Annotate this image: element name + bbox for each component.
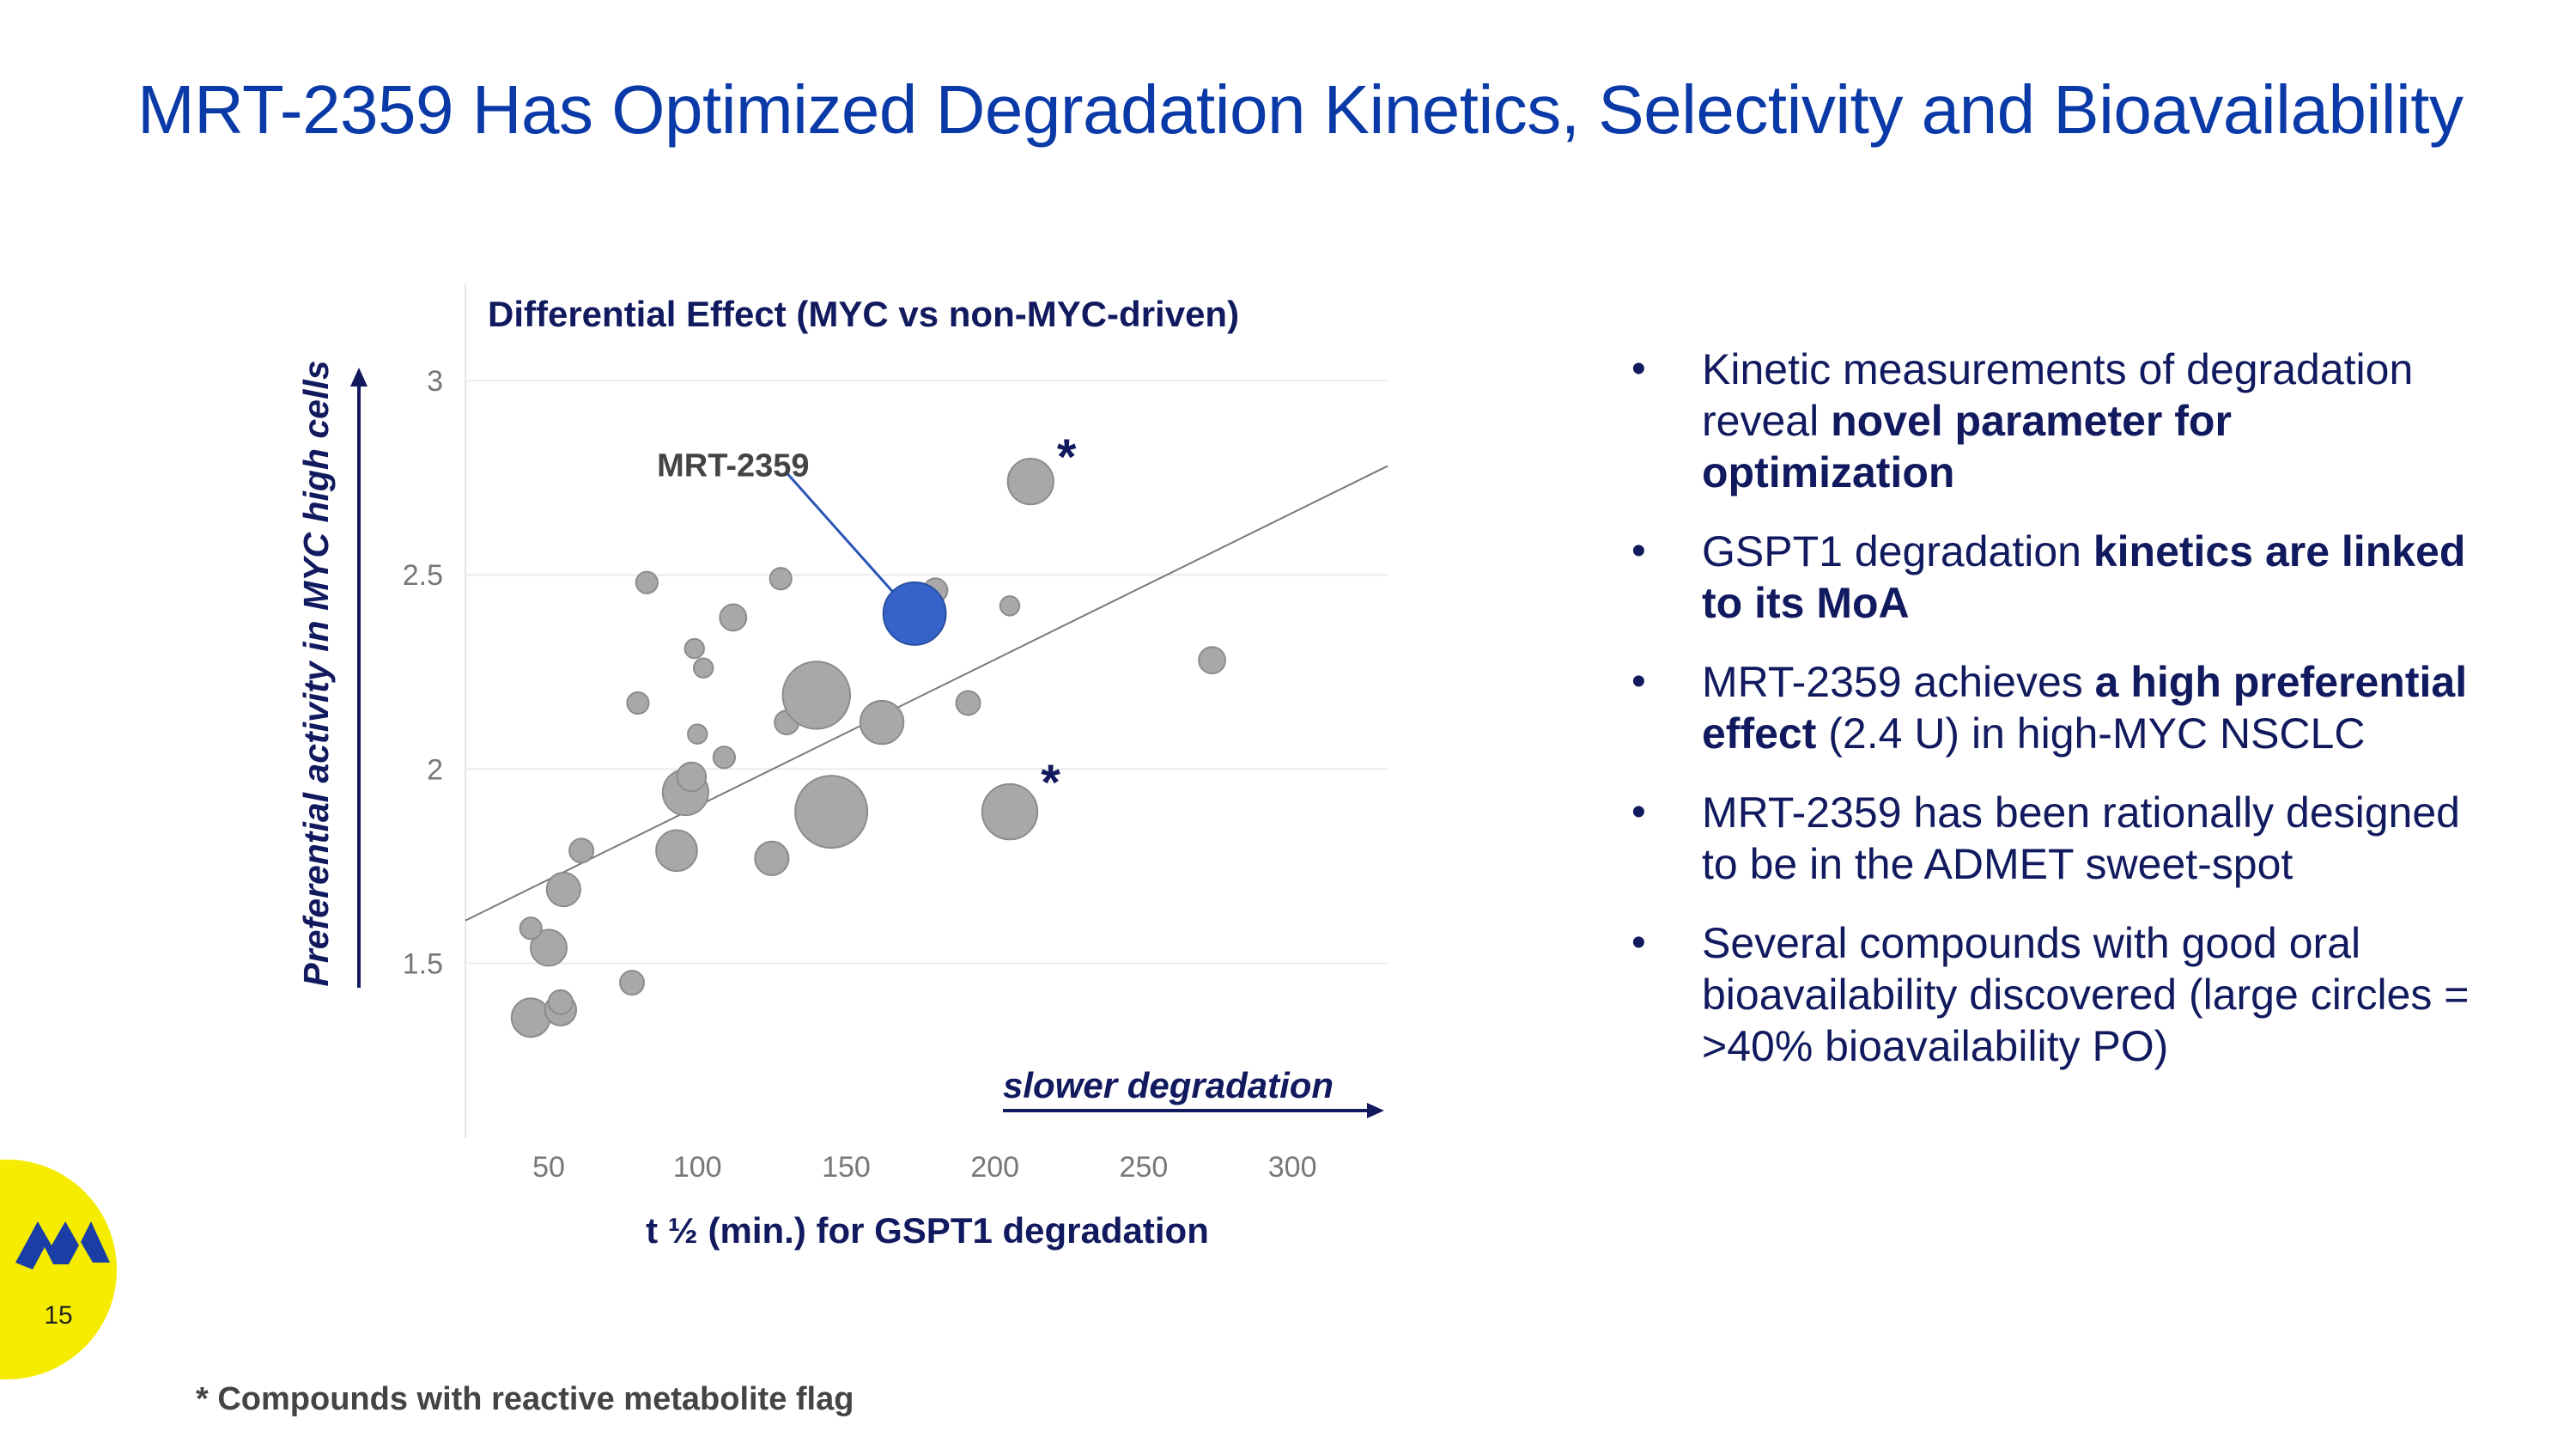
data-point <box>530 928 568 967</box>
x-tick-label: 200 <box>970 1151 1019 1184</box>
data-point <box>547 989 574 1015</box>
bullet-item: • Kinetic measurements of degradation rev… <box>1631 344 2490 498</box>
bullet-dot: • <box>1631 920 1646 965</box>
data-point <box>999 595 1021 617</box>
data-point <box>619 970 646 996</box>
x-annotation-arrowhead <box>1367 1103 1384 1118</box>
y-tick-label: 2.5 <box>403 559 443 592</box>
monte-rosa-logo-icon <box>15 1221 110 1269</box>
data-point <box>719 603 748 632</box>
x-annotation-label: slower degradation <box>1003 1065 1334 1105</box>
page-number: 15 <box>44 1301 73 1330</box>
highlight-point-mrt-2359 <box>882 581 947 646</box>
y-axis-label: Preferential activity in MYC high cells <box>296 360 336 986</box>
data-point <box>794 775 869 849</box>
y-tick-label: 1.5 <box>403 947 443 980</box>
x-tick-label: 150 <box>822 1151 871 1184</box>
data-point <box>519 916 543 941</box>
data-point <box>626 691 650 715</box>
bullet-emphasis: a high preferential effect <box>1702 658 2468 758</box>
bullet-text: (2.4 U) in high-MYC NSCLC <box>1816 709 2366 758</box>
data-point <box>545 871 581 908</box>
x-tick-label: 100 <box>673 1151 722 1184</box>
y-tick-labels: 1.5 2 2.5 3 <box>403 365 443 980</box>
bullet-item: • MRT-2359 achieves a high preferential e… <box>1631 656 2490 759</box>
bullet-item: • GSPT1 degradation kinetics are linked t… <box>1631 526 2490 629</box>
reactive-flag-asterisk: * <box>1057 429 1077 485</box>
bullet-item: • MRT-2359 has been rationally designed t… <box>1631 787 2490 890</box>
y-tick-label: 2 <box>427 753 443 786</box>
y-axis-label-group: Preferential activity in MYC high cells <box>296 360 368 988</box>
data-point <box>635 570 659 594</box>
data-point <box>683 637 705 660</box>
gridlines <box>465 380 1388 965</box>
bullet-emphasis: novel parameter for optimization <box>1702 397 2232 496</box>
bullet-dot: • <box>1631 346 1646 392</box>
data-point <box>712 746 737 770</box>
data-point <box>1198 646 1226 675</box>
x-tick-label: 50 <box>532 1151 565 1184</box>
bullet-dot: • <box>1631 789 1646 835</box>
point-label: MRT-2359 <box>657 447 809 484</box>
bullet-text: Several compounds with good oral bioavai… <box>1702 919 2470 1070</box>
bullet-item: • Several compounds with good oral bioava… <box>1631 917 2490 1072</box>
callout-line <box>785 471 894 593</box>
data-point <box>568 837 595 864</box>
data-point <box>676 761 708 793</box>
reactive-flag-asterisk: * <box>1041 755 1060 811</box>
data-point <box>754 840 790 876</box>
data-point <box>955 690 981 716</box>
x-tick-label: 250 <box>1120 1151 1169 1184</box>
chart-title: Differential Effect (MYC vs non-MYC-driv… <box>488 294 1239 334</box>
bullet-list: • Kinetic measurements of degradation rev… <box>1631 344 2490 1099</box>
x-tick-label: 300 <box>1268 1151 1317 1184</box>
bullet-emphasis: kinetics are linked to its MoA <box>1702 527 2466 627</box>
bullet-text: GSPT1 degradation <box>1702 527 2093 575</box>
bullet-dot: • <box>1631 659 1646 704</box>
data-point <box>859 699 905 746</box>
x-axis-label: t ½ (min.) for GSPT1 degradation <box>646 1210 1209 1251</box>
bullet-text: MRT-2359 achieves <box>1702 658 2095 706</box>
slide-title: MRT-2359 Has Optimized Degradation Kinet… <box>137 71 2464 148</box>
data-point <box>692 657 714 679</box>
y-axis-arrowhead <box>350 368 368 387</box>
trend-line <box>465 465 1388 922</box>
data-points: * * MRT-2359 <box>510 429 1226 1038</box>
data-point <box>981 782 1039 841</box>
footnote: * Compounds with reactive metabolite fla… <box>196 1381 854 1417</box>
x-annotation-group: slower degradation <box>1003 1065 1384 1118</box>
bullet-dot: • <box>1631 528 1646 574</box>
data-point <box>769 567 793 591</box>
data-point <box>781 661 852 730</box>
data-point <box>1006 458 1054 506</box>
bullet-text: Kinetic measurements of degradation reve… <box>1702 345 2414 445</box>
y-tick-label: 3 <box>427 365 443 398</box>
data-point <box>655 829 698 873</box>
data-point <box>687 723 708 745</box>
x-tick-labels: 50 100 150 200 250 300 <box>532 1151 1316 1184</box>
data-point <box>510 997 551 1038</box>
bullet-text: MRT-2359 has been rationally designed to… <box>1702 788 2460 888</box>
scatter-chart: 1.5 2 2.5 3 50 100 150 200 250 300 * * MRT-2359 Di… <box>296 283 1388 1251</box>
